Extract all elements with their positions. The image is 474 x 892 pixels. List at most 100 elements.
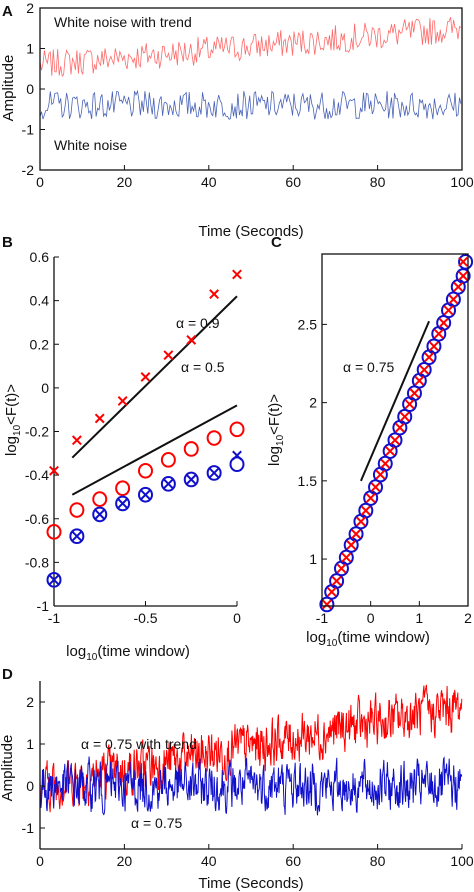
- panel-c-series-1-point: [375, 469, 386, 480]
- panel-d-xtick-label: 20: [117, 853, 133, 869]
- panel-b-series-4-point: [186, 474, 197, 485]
- panel-b-series-2-point: [92, 491, 108, 507]
- panel-b-xlabel: log10(time window): [66, 643, 190, 663]
- panel-a-ytick-label: 2: [26, 0, 34, 16]
- panel-a-xtick-label: 40: [201, 174, 217, 190]
- panel-b-series-2-point: [115, 480, 131, 497]
- panel-b-series-1-point: [117, 396, 128, 406]
- panel-a-series-1-trace: [39, 17, 462, 77]
- panel-c-series-1-point: [356, 516, 366, 527]
- panel-c-series-1-point: [331, 576, 342, 586]
- panel-c-series-1-point: [453, 281, 464, 292]
- panel-b-series-3-point: [138, 486, 153, 503]
- panel-c-series-1-point: [380, 458, 391, 469]
- panel-b-ytick-label: 0.6: [30, 249, 50, 265]
- panel-c-extra-point: [458, 253, 474, 270]
- panel-b-series-1-point: [49, 465, 59, 476]
- panel-b-series-3-point: [46, 572, 62, 588]
- panel-c-series-1-point: [336, 563, 347, 574]
- panel-a-series2-label: White noise: [54, 137, 127, 153]
- panel-a-series1-label: White noise with trend: [54, 14, 192, 30]
- panel-d-xtick-label: 60: [285, 853, 301, 869]
- panel-b-series-2-point: [46, 524, 62, 540]
- panel-c-series-1-point: [448, 294, 459, 305]
- panel-c-series-1-point: [424, 352, 434, 363]
- panel-d-ytick-label: 2: [26, 694, 34, 710]
- panel-b-series-4-point: [71, 531, 82, 542]
- panel-a-letter: A: [2, 3, 13, 20]
- panel-c-xtick-label: -1: [316, 610, 329, 626]
- panel-c-series-1-point: [360, 505, 371, 516]
- panel-a-series-2-trace: [39, 89, 462, 120]
- panel-c-series-1-point: [341, 552, 352, 563]
- panel-b-ytick-label: 0.2: [30, 336, 50, 352]
- panel-b-series-1-point: [163, 350, 174, 361]
- panel-b-series-1-point: [140, 372, 151, 382]
- panel-d-ylabel: Amplitude: [0, 735, 16, 802]
- panel-b-series-2-point: [160, 452, 176, 468]
- panel-b-series-4-point: [49, 574, 59, 585]
- panel-b-reference-line-1: [71, 295, 238, 459]
- panel-c-xtick-label: 2: [464, 610, 472, 626]
- panel-b-series-4-point: [209, 468, 220, 478]
- panel-b-xtick-label: -1: [48, 610, 61, 626]
- panel-c-series-1-point: [438, 317, 449, 328]
- panel-d-xlabel: Time (Seconds): [198, 875, 303, 892]
- panel-d-ytick-label: 1: [26, 736, 34, 752]
- panel-b-xtick-label: -0.5: [133, 610, 157, 626]
- panel-c-series-1-point: [365, 493, 376, 503]
- panel-b-series-4-point: [232, 450, 242, 461]
- panel-a-xtick-label: 0: [36, 174, 44, 190]
- panel-c: C -1 0 1 2 2.5 2 1.5 1 α = 0.75 log10(time wind…: [266, 234, 474, 649]
- panel-a-xtick-label: 100: [450, 174, 474, 190]
- panel-c-extra-point: [458, 256, 469, 267]
- panel-a-xtick-label: 80: [370, 174, 386, 190]
- panel-b-ytick-label: 0.4: [30, 293, 50, 309]
- panel-b-ytick-label: -0.8: [25, 554, 49, 570]
- panel-c-series-1-point: [370, 482, 381, 493]
- panel-d-xtick-label: 80: [370, 853, 386, 869]
- panel-c-series-1-point: [394, 422, 405, 433]
- panel-c-ytick-label: 2: [309, 395, 317, 411]
- panel-c-series-1-point: [326, 586, 337, 597]
- panel-b-series-2-point: [69, 502, 85, 518]
- panel-a: A 0 20 40 60 80 100 2 1 0 -1 -2 White noise with t…: [0, 0, 474, 240]
- panel-b-series-4-point: [94, 509, 105, 520]
- panel-b-series-4-point: [117, 498, 128, 509]
- panel-b-series-3-point: [229, 456, 245, 473]
- panel-d-xtick-label: 100: [450, 853, 474, 869]
- panel-b-ytick-label: -0.2: [25, 424, 49, 440]
- panel-c-series-1-point: [443, 305, 454, 316]
- panel-b-series-3-point: [183, 471, 199, 488]
- panel-b-ytick-label: -1: [37, 598, 50, 614]
- panel-d-series2-label: α = 0.75: [131, 815, 183, 831]
- panel-b-letter: B: [2, 234, 13, 251]
- panel-b-series-3-point: [206, 465, 222, 481]
- panel-c-series-1-point: [346, 540, 357, 550]
- panel-c-ytick-label: 1.5: [298, 473, 318, 489]
- panel-c-series-1-point: [409, 388, 420, 399]
- panel-c-series-1-point: [414, 375, 425, 386]
- panel-a-ytick-label: 1: [26, 41, 34, 57]
- panel-a-ytick-label: 0: [26, 81, 34, 97]
- panel-c-ytick-label: 1: [309, 551, 317, 567]
- panel-b-series-2-point: [206, 430, 222, 446]
- panel-c-frame: [321, 253, 469, 607]
- panel-d-series1-label: α = 0.75 with trend: [81, 736, 197, 752]
- panel-c-series-1-point: [321, 599, 332, 610]
- panel-c-series-1-point: [458, 270, 469, 281]
- panel-a-xtick-label: 20: [117, 174, 133, 190]
- panel-a-ytick-label: -2: [22, 162, 35, 178]
- panel-b-series-2-point: [229, 421, 245, 438]
- panel-b-series-1-point: [186, 334, 197, 345]
- panel-b-series-3-point: [69, 528, 85, 545]
- panel-b-alpha-05: α = 0.5: [181, 359, 225, 375]
- panel-c-xtick-label: 0: [367, 610, 375, 626]
- panel-c-series-1-point: [419, 364, 430, 375]
- panel-d-xtick-label: 0: [36, 853, 44, 869]
- panel-d-letter: D: [2, 666, 13, 683]
- panel-b-series-3-point: [115, 495, 131, 512]
- panel-d-ytick-label: 0: [26, 778, 34, 794]
- panel-c-series-1-point: [404, 399, 415, 410]
